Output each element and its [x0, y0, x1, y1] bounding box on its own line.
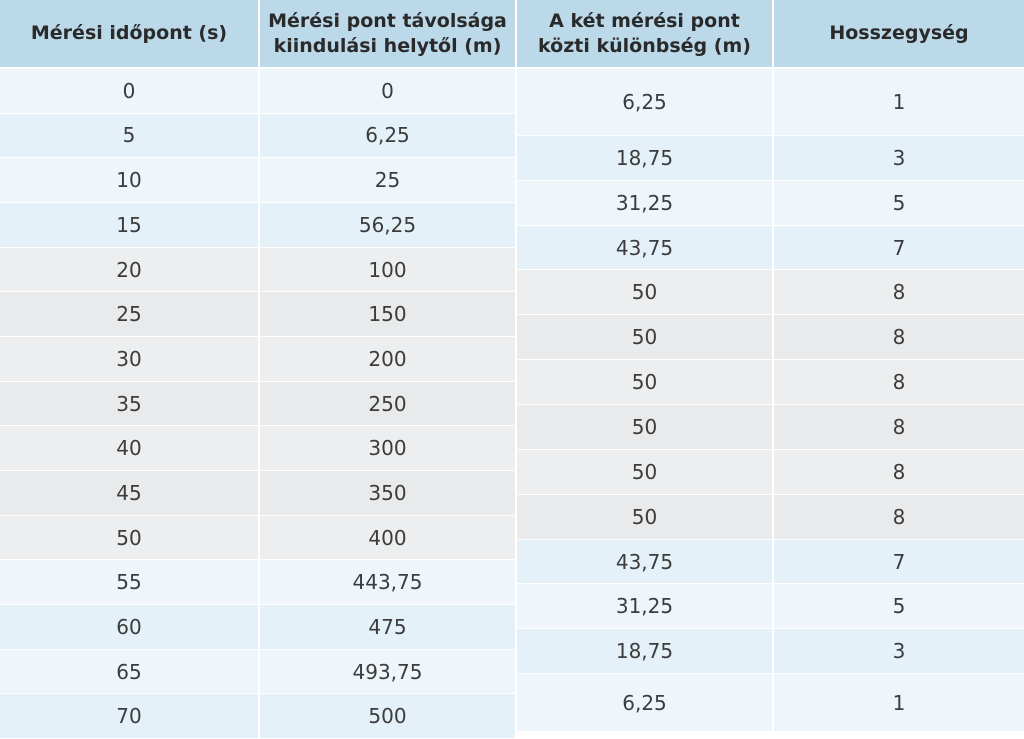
distance-cell: 0 — [260, 69, 515, 114]
difference-cell: 50 — [517, 270, 772, 315]
time-cell: 35 — [0, 381, 258, 427]
distance-cell: 25 — [260, 158, 515, 203]
column-divider — [258, 0, 260, 739]
distance-cell: 56,25 — [260, 203, 515, 248]
header-distance-line1: Mérési pont távolsága — [268, 9, 507, 32]
distance-cell: 150 — [260, 292, 515, 337]
unit-cell: 8 — [774, 495, 1024, 540]
distance-cell: 500 — [260, 694, 515, 739]
time-cell: 10 — [0, 158, 258, 203]
column-divider — [515, 0, 517, 739]
unit-cell: 8 — [774, 360, 1024, 405]
unit-cell: 8 — [774, 270, 1024, 315]
difference-cell: 31,25 — [517, 584, 772, 629]
difference-cell: 18,75 — [517, 136, 772, 181]
unit-cell: 8 — [774, 405, 1024, 450]
time-cell: 60 — [0, 605, 258, 650]
difference-cell: 43,75 — [517, 226, 772, 270]
time-cell: 20 — [0, 247, 258, 293]
header-difference: A két mérési pont közti különbség (m) — [517, 0, 772, 67]
unit-cell: 5 — [774, 584, 1024, 629]
header-distance: Mérési pont távolsága kiindulási helytől… — [260, 0, 515, 67]
time-cell: 45 — [0, 471, 258, 516]
time-cell: 55 — [0, 560, 258, 606]
difference-cell: 18,75 — [517, 629, 772, 674]
header-difference-line1: A két mérési pont — [549, 9, 740, 32]
time-cell: 0 — [0, 69, 258, 114]
distance-cell: 250 — [260, 381, 515, 427]
difference-cell: 43,75 — [517, 540, 772, 584]
unit-cell: 7 — [774, 226, 1024, 270]
difference-cell: 50 — [517, 450, 772, 495]
column-divider — [772, 0, 774, 739]
time-cell: 40 — [0, 426, 258, 472]
distance-cell: 350 — [260, 471, 515, 516]
unit-cell: 7 — [774, 540, 1024, 584]
header-time: Mérési időpont (s) — [0, 0, 258, 67]
time-cell: 50 — [0, 515, 258, 561]
time-cell: 15 — [0, 203, 258, 248]
distance-cell: 200 — [260, 337, 515, 382]
distance-cell: 475 — [260, 605, 515, 650]
unit-cell: 8 — [774, 315, 1024, 360]
difference-cell: 6,25 — [517, 674, 772, 732]
distance-cell: 400 — [260, 515, 515, 561]
time-cell: 70 — [0, 694, 258, 739]
distance-cell: 6,25 — [260, 113, 515, 159]
header-difference-line2: közti különbség (m) — [538, 34, 751, 57]
header-distance-line2: kiindulási helytől (m) — [273, 34, 502, 57]
distance-cell: 100 — [260, 247, 515, 293]
header-unit: Hosszegység — [774, 0, 1024, 67]
unit-cell: 3 — [774, 136, 1024, 181]
difference-cell: 6,25 — [517, 69, 772, 136]
time-cell: 30 — [0, 337, 258, 382]
unit-cell: 1 — [774, 674, 1024, 732]
distance-cell: 443,75 — [260, 560, 515, 606]
header-time-label: Mérési időpont (s) — [30, 22, 228, 44]
time-cell: 25 — [0, 292, 258, 337]
time-cell: 65 — [0, 649, 258, 695]
unit-cell: 3 — [774, 629, 1024, 674]
unit-cell: 1 — [774, 69, 1024, 136]
difference-cell: 50 — [517, 315, 772, 360]
difference-cell: 50 — [517, 360, 772, 405]
time-cell: 5 — [0, 113, 258, 159]
distance-cell: 300 — [260, 426, 515, 472]
unit-cell: 5 — [774, 181, 1024, 226]
header-unit-label: Hosszegység — [829, 22, 969, 44]
difference-cell: 50 — [517, 405, 772, 450]
distance-cell: 493,75 — [260, 649, 515, 695]
difference-cell: 50 — [517, 495, 772, 540]
difference-cell: 31,25 — [517, 181, 772, 226]
unit-cell: 8 — [774, 450, 1024, 495]
